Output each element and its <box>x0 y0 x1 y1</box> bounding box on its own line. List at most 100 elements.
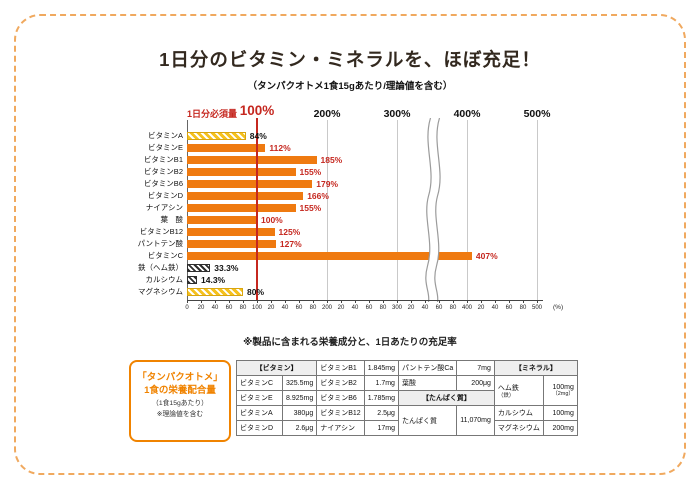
axis-tick-label: 20 <box>267 305 275 311</box>
axis-tick <box>327 300 328 303</box>
axis-tick-label: 400 <box>461 305 473 311</box>
category-label: ビタミンC <box>147 251 183 260</box>
nutrient-value: 7mg <box>456 360 495 376</box>
bar-yellow-hatch <box>187 288 243 296</box>
axis-break-squiggle-icon <box>425 116 441 303</box>
nutrient-name: マグネシウム <box>493 420 544 436</box>
axis-tick-label: 60 <box>365 305 373 311</box>
nutrient-value: 1.7mg <box>363 375 399 391</box>
category-label: ビタミンB6 <box>143 179 183 188</box>
axis-tick <box>187 300 188 303</box>
axis-tick-label: 80 <box>519 305 527 311</box>
table-row: 【ビタミン】 ビタミンB1 1.845mg パントテン酸Ca 7mg 【ミネラル… <box>235 360 578 376</box>
axis-tick <box>257 300 258 303</box>
bar-value-label: 155% <box>299 203 322 213</box>
axis-tick-label: 40 <box>421 305 429 311</box>
table-row: ビタミンE 8.925mg ビタミンB6 1.785mg 【たんぱく質】 <box>236 390 578 406</box>
axis-tick-label: 0 <box>185 305 189 311</box>
axis-tick-label: 60 <box>505 305 513 311</box>
axis-tick <box>509 300 510 303</box>
nutrient-value: 11,070mg <box>456 405 495 436</box>
page-title: 1日分のビタミン・ミネラルを、ほぼ充足！ <box>159 49 541 70</box>
product-name: 「タンパクオトメ」 <box>137 372 223 383</box>
axis-tick <box>383 300 384 303</box>
axis-tick-label: 60 <box>295 305 303 311</box>
axis-tick <box>411 300 412 303</box>
bar-orange <box>187 204 296 212</box>
bar-orange <box>187 252 472 260</box>
bar-dark-hatch <box>187 264 211 272</box>
table-row: ビタミンC 325.5mg ビタミンB2 1.7mg 葉酸 200μg ヘム鉄 … <box>236 375 578 406</box>
nutrient-name: ビタミンD <box>236 420 283 436</box>
heme-iron-value: 100mg <box>552 384 574 391</box>
axis-tick <box>537 300 538 303</box>
category-label: 葉 酸 <box>160 215 184 224</box>
category-label: 鉄（ヘム鉄） <box>138 263 183 272</box>
axis-break <box>421 116 447 307</box>
nutrient-name: ビタミンB6 <box>316 390 365 406</box>
axis-tick-label: 200 <box>321 305 333 311</box>
axis-tick <box>299 300 300 303</box>
bar-orange <box>187 180 313 188</box>
nutrient-value: 380μg <box>281 405 318 421</box>
nutrient-name: ビタミンB1 <box>316 360 365 376</box>
axis-tick-label: 60 <box>435 305 443 311</box>
serving-size-note: （1食15gあたり） <box>152 400 208 407</box>
bar-orange <box>187 144 266 152</box>
heme-iron-sublabel: （鉄） <box>497 392 515 399</box>
nutrient-value: 325.5mg <box>281 375 318 391</box>
mineral-header: 【ミネラル】 <box>493 360 578 376</box>
gridline-200 <box>327 120 328 300</box>
bar-orange <box>187 192 304 200</box>
nutrient-value: 200mg <box>542 420 578 436</box>
gridline-400 <box>467 120 468 300</box>
reference-line-caption: 1日分必須量 <box>186 109 237 119</box>
bar-orange <box>187 156 317 164</box>
axis-tick <box>439 300 440 303</box>
category-label: ビタミンB2 <box>143 167 183 176</box>
axis-tick <box>481 300 482 303</box>
category-label: ビタミンB12 <box>139 227 183 236</box>
category-label: ナイアシン <box>145 203 183 212</box>
axis-tick-label: 80 <box>449 305 457 311</box>
nutrient-value: 2.5μg <box>363 405 399 421</box>
nutrient-value: 200μg <box>456 375 495 391</box>
bar-orange <box>187 168 296 176</box>
category-label: ビタミンB1 <box>143 155 183 164</box>
nutrient-value: 2.6μg <box>281 420 318 436</box>
heme-iron-label: ヘム鉄 <box>497 384 519 392</box>
axis-tick-label: 80 <box>239 305 247 311</box>
bar-orange <box>187 240 276 248</box>
nutrient-name: ビタミンE <box>236 390 283 406</box>
top-axis-label-200: 200% <box>313 108 341 120</box>
axis-tick <box>243 300 244 303</box>
bar-value-label: 166% <box>307 191 329 201</box>
nutrition-table: 【ビタミン】 ビタミンB1 1.845mg パントテン酸Ca 7mg 【ミネラル… <box>235 360 578 436</box>
nutrient-name: ヘム鉄 （鉄） <box>493 375 544 406</box>
category-label: パントテン酸 <box>137 239 183 248</box>
axis-tick-label: 300 <box>391 305 403 311</box>
axis-tick-label: 40 <box>491 305 499 311</box>
category-label: カルシウム <box>145 275 184 284</box>
nutrient-value: 1.845mg <box>363 360 399 376</box>
bar-value-label: 80% <box>247 287 265 297</box>
nutrient-name: ビタミンB12 <box>316 405 365 421</box>
nutrient-value: 17mg <box>363 420 399 436</box>
axis-unit-label: (%) <box>553 304 564 311</box>
axis-tick-label: 20 <box>337 305 345 311</box>
bar-value-label: 100% <box>261 215 283 225</box>
axis-tick <box>369 300 370 303</box>
bar-value-label: 179% <box>316 179 339 189</box>
theoretical-value-note: ※理論値を含む <box>156 411 204 418</box>
bar-orange <box>187 216 257 224</box>
bar-yellow-hatch <box>187 132 246 140</box>
bar-value-label: 112% <box>269 143 291 153</box>
nutrient-name: ナイアシン <box>316 420 365 436</box>
axis-tick <box>467 300 468 303</box>
axis-tick-label: 20 <box>477 305 485 311</box>
axis-tick <box>495 300 496 303</box>
reference-line-100 <box>256 118 258 300</box>
vitamin-header: 【ビタミン】 <box>235 360 318 376</box>
axis-tick <box>201 300 202 303</box>
